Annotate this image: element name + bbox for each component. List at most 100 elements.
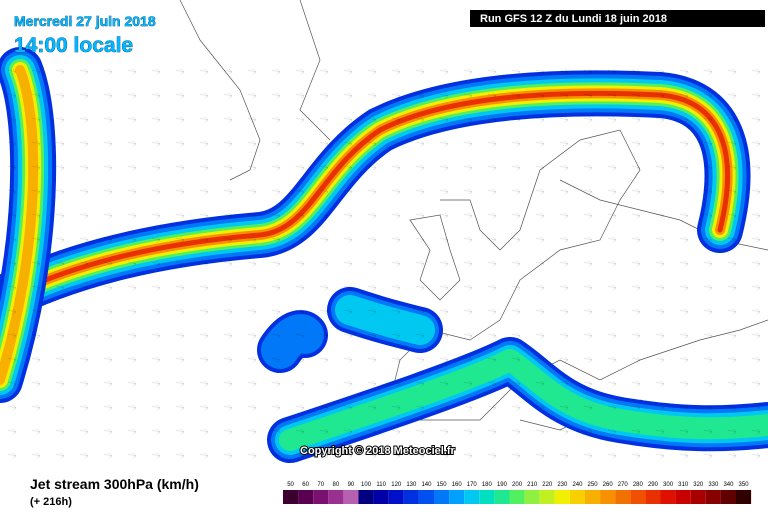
scale-swatch (554, 490, 570, 504)
wind-arrow (583, 308, 593, 315)
wind-arrow (55, 428, 65, 435)
wind-arrow (511, 212, 521, 219)
wind-arrow (583, 452, 593, 459)
wind-arrow (151, 140, 161, 147)
wind-arrow (559, 212, 569, 219)
wind-arrow (79, 284, 89, 291)
wind-arrow (367, 404, 377, 411)
wind-arrow (7, 236, 17, 243)
wind-arrow (175, 212, 185, 219)
wind-arrow (751, 380, 761, 387)
wind-arrow (7, 260, 17, 267)
wind-arrow (703, 452, 713, 459)
scale-swatch (720, 490, 736, 504)
wind-arrow (559, 116, 569, 123)
wind-arrow (343, 260, 353, 267)
wind-arrow (607, 116, 617, 123)
wind-arrow (343, 164, 353, 171)
scale-label: 250 (588, 482, 599, 488)
scale-label: 240 (572, 482, 583, 488)
wind-arrow (751, 356, 761, 363)
wind-arrow (727, 212, 737, 219)
wind-arrow (631, 452, 641, 459)
wind-arrow (367, 164, 377, 171)
wind-arrow (295, 284, 305, 291)
wind-arrow (79, 308, 89, 315)
wind-arrow (511, 428, 521, 435)
wind-arrow (535, 164, 545, 171)
wind-arrow (463, 452, 473, 459)
wind-arrow (295, 188, 305, 195)
scale-swatch (660, 490, 676, 504)
scale-label: 110 (376, 482, 386, 488)
wind-arrow (247, 92, 257, 99)
wind-arrow (7, 308, 17, 315)
wind-arrow (271, 404, 281, 411)
wind-arrow (7, 380, 17, 387)
wind-arrow (127, 308, 137, 315)
wind-arrow (79, 212, 89, 219)
wind-arrow (583, 428, 593, 435)
wind-arrow (55, 164, 65, 171)
wind-arrow (103, 332, 113, 339)
wind-arrow (583, 164, 593, 171)
wind-arrow (295, 308, 305, 315)
wind-arrow (31, 164, 41, 171)
wind-arrow (223, 140, 233, 147)
scale-swatch (569, 490, 585, 504)
wind-arrow (487, 380, 497, 387)
wind-arrow (727, 428, 737, 435)
wind-arrow (271, 116, 281, 123)
wind-arrow (103, 92, 113, 99)
wind-arrow (439, 308, 449, 315)
wind-arrow (751, 236, 761, 243)
wind-arrow (439, 452, 449, 459)
wind-arrow (295, 236, 305, 243)
wind-arrow (55, 68, 65, 75)
wind-arrow (607, 428, 617, 435)
wind-arrow (703, 260, 713, 267)
wind-arrow (439, 404, 449, 411)
wind-arrow (727, 140, 737, 147)
jet-band (335, 295, 435, 345)
wind-arrow (151, 188, 161, 195)
wind-arrow (631, 380, 641, 387)
wind-arrow (199, 356, 209, 363)
wind-arrow (151, 212, 161, 219)
wind-arrow (199, 236, 209, 243)
wind-arrow (439, 92, 449, 99)
wind-arrow (415, 116, 425, 123)
wind-arrow (679, 188, 689, 195)
wind-arrow (271, 428, 281, 435)
wind-arrow (463, 140, 473, 147)
wind-arrow (607, 404, 617, 411)
wind-arrow (391, 380, 401, 387)
wind-arrow (559, 356, 569, 363)
wind-arrow (127, 356, 137, 363)
wind-arrow (463, 380, 473, 387)
wind-arrow (655, 404, 665, 411)
wind-arrow (655, 68, 665, 75)
wind-arrow (559, 236, 569, 243)
wind-arrow (79, 236, 89, 243)
wind-arrow (751, 428, 761, 435)
scale-swatch (418, 490, 434, 504)
wind-arrow (439, 332, 449, 339)
wind-arrow (103, 236, 113, 243)
wind-arrow (199, 284, 209, 291)
wind-arrow (727, 284, 737, 291)
wind-arrow (31, 404, 41, 411)
wind-arrow (511, 356, 521, 363)
wind-arrow (199, 116, 209, 123)
wind-arrow (751, 284, 761, 291)
scale-label: 170 (467, 482, 478, 488)
wind-arrow (367, 260, 377, 267)
wind-arrow (127, 164, 137, 171)
wind-arrow (463, 164, 473, 171)
wind-arrow (631, 212, 641, 219)
wind-arrow (319, 452, 329, 459)
wind-arrow (127, 212, 137, 219)
wind-arrow (607, 164, 617, 171)
wind-arrow (415, 260, 425, 267)
wind-arrow (727, 164, 737, 171)
